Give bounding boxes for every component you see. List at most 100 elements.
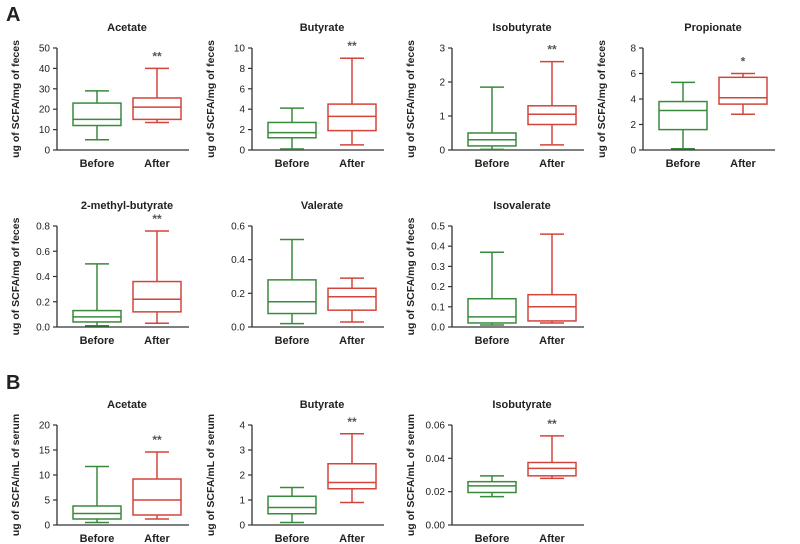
y-tick-label: 2	[439, 78, 445, 89]
chart-title: Valerate	[301, 200, 343, 212]
y-tick-label: 15	[39, 446, 51, 457]
x-tick-label: After	[539, 533, 565, 544]
box-before	[72, 465, 122, 524]
iqr-box	[658, 100, 708, 131]
y-tick-label: 8	[239, 64, 245, 75]
iqr-box	[267, 121, 317, 139]
y-tick-label: 1	[239, 496, 245, 507]
chart-title: Butyrate	[300, 399, 345, 411]
iqr-box	[527, 105, 577, 126]
y-tick-label: 0.00	[426, 521, 446, 532]
box-after	[718, 72, 768, 116]
box-after	[327, 433, 377, 504]
y-tick-label: 2	[630, 120, 636, 131]
y-tick-label: 0.0	[36, 323, 50, 334]
box-after	[527, 435, 577, 480]
y-tick-label: 0.02	[426, 487, 446, 498]
x-tick-label: Before	[475, 158, 510, 170]
box-after	[527, 233, 577, 324]
iqr-box	[132, 478, 182, 516]
x-tick-label: Before	[80, 158, 115, 170]
iqr-box	[132, 280, 182, 313]
chart-a-valerate: Valerate 0.0 0.2 0.4 0.6 Before After	[231, 200, 384, 347]
chart-a-2-methyl-butyrate: 2-methyl-butyrate 0.0 0.2 0.4 0.6 0.8 ug of SC…	[10, 200, 189, 347]
y-tick-label: 0.1	[431, 302, 445, 313]
x-tick-label: Before	[666, 158, 701, 170]
significance-marker: **	[152, 212, 162, 226]
y-axis-label: ug of SCFA/mL of serum	[405, 414, 417, 536]
y-tick-label: 0.4	[431, 242, 445, 253]
significance-marker: **	[347, 415, 357, 429]
iqr-box	[527, 293, 577, 322]
box-before	[467, 251, 517, 326]
box-before	[467, 86, 517, 151]
y-tick-label: 6	[239, 84, 245, 95]
box-before	[72, 263, 122, 327]
x-tick-label: After	[144, 533, 170, 544]
chart-title: Butyrate	[300, 22, 345, 34]
y-tick-label: 10	[39, 471, 51, 482]
x-tick-label: Before	[80, 335, 115, 347]
y-tick-label: 10	[39, 125, 51, 136]
chart-b-acetate: Acetate 0 5 10 15 20 ug of SCFA/mL of serum Bef…	[10, 399, 189, 544]
x-tick-label: Before	[475, 335, 510, 347]
chart-title: Isobutyrate	[492, 22, 551, 34]
y-axis-label: ug of SCFA/mL of serum	[10, 414, 22, 536]
y-tick-label: 5	[44, 496, 50, 507]
x-tick-label: After	[144, 335, 170, 347]
x-tick-label: After	[730, 158, 756, 170]
y-tick-label: 10	[234, 44, 246, 55]
x-tick-label: Before	[275, 533, 310, 544]
box-before	[267, 107, 317, 150]
y-tick-label: 0.2	[431, 282, 445, 293]
iqr-box	[327, 463, 377, 490]
x-tick-label: After	[144, 158, 170, 170]
chart-a-isovalerate: Isovalerate 0.0 0.1 0.2 0.3 0.4 0.5 ug of SCFA/…	[405, 200, 584, 347]
significance-marker: **	[152, 433, 162, 447]
chart-b-butyrate: Butyrate 0 1 2 3 4 ug of SCFA/mL of serum Befor…	[205, 399, 384, 544]
y-axis-label: ug of SCFA/mg of feces	[405, 40, 417, 158]
iqr-box	[327, 287, 377, 311]
box-after	[327, 277, 377, 323]
y-tick-label: 20	[39, 105, 51, 116]
box-after	[527, 60, 577, 146]
y-tick-label: 0.0	[231, 323, 245, 334]
y-axis-label: ug of SCFA/mg of feces	[205, 40, 217, 158]
iqr-box	[267, 495, 317, 515]
y-tick-label: 4	[630, 95, 636, 106]
y-tick-label: 0	[44, 146, 50, 157]
x-tick-label: After	[339, 533, 365, 544]
chart-b-isobutyrate: Isobutyrate 0.00 0.02 0.04 0.06 ug of SCFA/mL…	[405, 399, 584, 544]
y-tick-label: 0.5	[431, 222, 445, 233]
y-tick-label: 0.6	[231, 222, 245, 233]
x-tick-label: Before	[275, 335, 310, 347]
y-axis-label: ug of SCFA/mg of feces	[10, 217, 22, 335]
y-tick-label: 2	[239, 125, 245, 136]
x-tick-label: After	[339, 335, 365, 347]
x-tick-label: After	[539, 335, 565, 347]
chart-title: 2-methyl-butyrate	[81, 200, 173, 212]
box-before	[267, 238, 317, 325]
y-tick-label: 0.2	[36, 297, 50, 308]
iqr-box	[718, 76, 768, 105]
y-tick-label: 30	[39, 84, 51, 95]
y-tick-label: 0.3	[431, 262, 445, 273]
panel-letter-a: A	[6, 4, 21, 26]
chart-a-acetate: Acetate 0 10 20 30 40 50 ug of SCFA/mg of feces…	[10, 22, 189, 170]
y-axis-label: ug of SCFA/mg of feces	[405, 217, 417, 335]
chart-title: Propionate	[684, 22, 741, 34]
y-tick-label: 4	[239, 105, 245, 116]
iqr-box	[327, 103, 377, 132]
y-tick-label: 0.2	[231, 289, 245, 300]
box-before	[658, 81, 708, 150]
y-tick-label: 0	[239, 521, 245, 532]
box-after	[327, 57, 377, 146]
y-tick-label: 0	[630, 146, 636, 157]
x-tick-label: Before	[275, 158, 310, 170]
significance-marker: **	[547, 43, 557, 57]
y-tick-label: 0.8	[36, 222, 50, 233]
chart-title: Acetate	[107, 22, 147, 34]
panel-letter-b: B	[6, 372, 21, 394]
